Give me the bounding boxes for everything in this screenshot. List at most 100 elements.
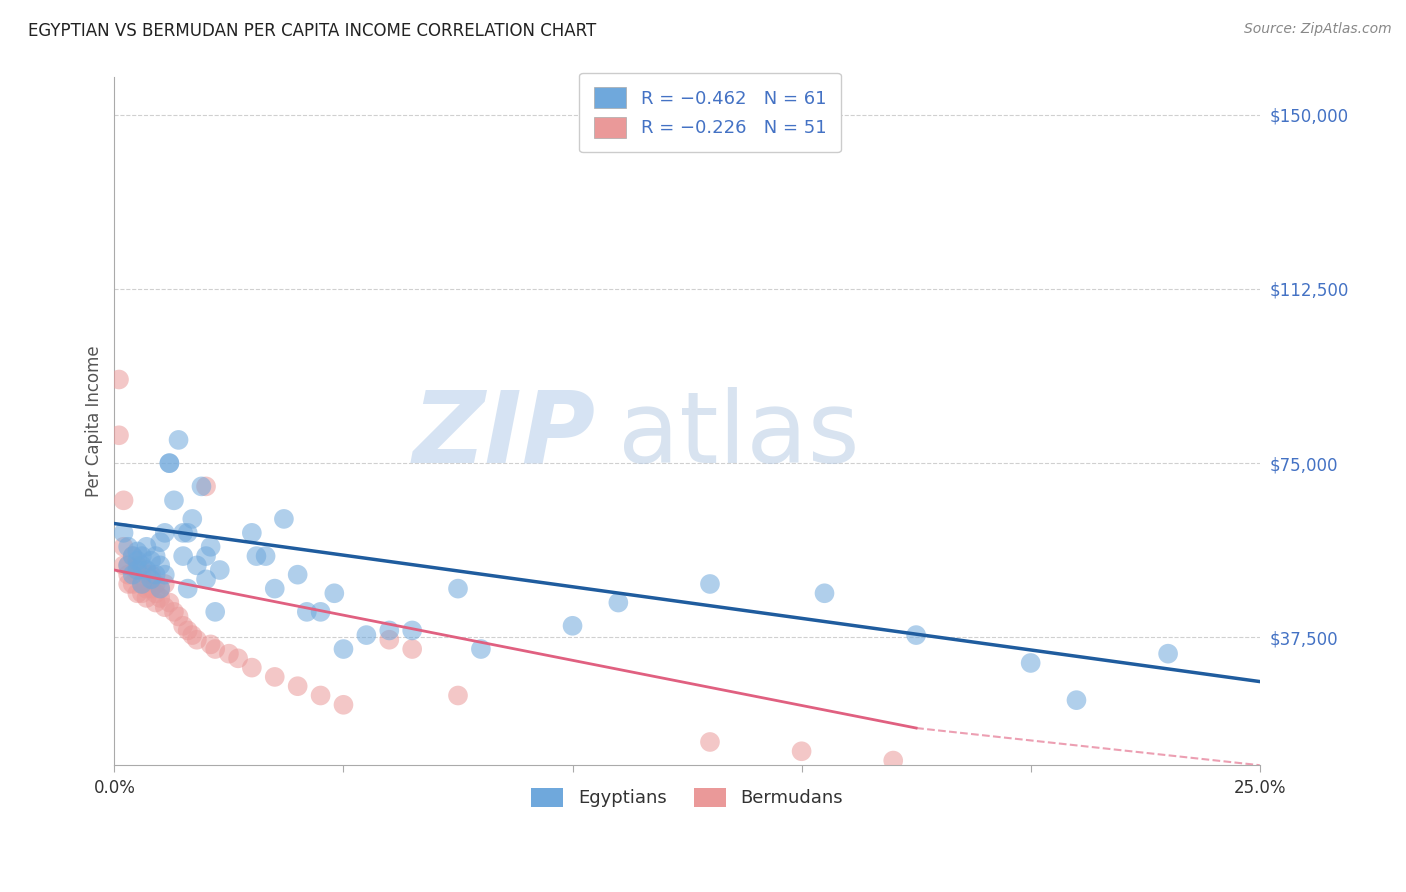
Point (1157, 647, 1180, 661)
Point (135, 582, 157, 596)
Point (195, 549, 218, 563)
Point (200, 540, 222, 554)
Point (882, 754, 904, 768)
Point (813, 586, 835, 600)
Point (108, 372, 131, 386)
Text: atlas: atlas (619, 386, 860, 483)
Point (163, 605, 186, 619)
Point (127, 554, 149, 568)
Point (470, 642, 492, 657)
Text: EGYPTIAN VS BERMUDAN PER CAPITA INCOME CORRELATION CHART: EGYPTIAN VS BERMUDAN PER CAPITA INCOME C… (28, 22, 596, 40)
Point (1066, 693, 1088, 707)
Point (447, 582, 470, 596)
Point (117, 567, 139, 582)
Point (157, 456, 180, 470)
Y-axis label: Per Capita Income: Per Capita Income (86, 345, 103, 497)
Point (127, 586, 149, 600)
Point (131, 558, 153, 573)
Point (699, 735, 721, 749)
Point (145, 549, 167, 563)
Point (112, 525, 135, 540)
Point (226, 651, 249, 665)
Point (356, 628, 378, 642)
Point (139, 582, 162, 596)
Point (607, 596, 630, 610)
Point (263, 670, 285, 684)
Point (121, 577, 143, 591)
Point (204, 605, 226, 619)
Point (108, 428, 131, 442)
Point (153, 567, 176, 582)
Point (447, 689, 470, 703)
Point (149, 582, 172, 596)
Point (181, 628, 204, 642)
Point (127, 558, 149, 573)
Point (117, 558, 139, 573)
Point (117, 540, 139, 554)
Point (181, 512, 204, 526)
Point (218, 647, 240, 661)
Point (135, 591, 157, 605)
Point (117, 558, 139, 573)
Point (172, 619, 194, 633)
Point (121, 549, 143, 563)
Point (401, 642, 423, 657)
Point (135, 540, 157, 554)
Point (287, 567, 309, 582)
Point (378, 624, 401, 638)
Point (131, 577, 153, 591)
Point (254, 549, 277, 563)
Text: Source: ZipAtlas.com: Source: ZipAtlas.com (1244, 22, 1392, 37)
Point (153, 577, 176, 591)
Point (190, 479, 212, 493)
Point (121, 567, 143, 582)
Point (139, 572, 162, 586)
Point (145, 567, 167, 582)
Point (208, 563, 231, 577)
Point (273, 512, 295, 526)
Point (332, 642, 354, 657)
Point (145, 596, 167, 610)
Point (177, 624, 200, 638)
Point (149, 558, 172, 573)
Point (287, 679, 309, 693)
Point (139, 554, 162, 568)
Text: ZIP: ZIP (412, 386, 596, 483)
Point (240, 525, 263, 540)
Point (204, 642, 226, 657)
Point (332, 698, 354, 712)
Point (112, 558, 135, 573)
Point (112, 540, 135, 554)
Point (121, 549, 143, 563)
Point (561, 619, 583, 633)
Point (157, 456, 180, 470)
Point (323, 586, 346, 600)
Point (699, 577, 721, 591)
Point (149, 582, 172, 596)
Point (131, 549, 153, 563)
Point (131, 586, 153, 600)
Point (200, 637, 222, 651)
Point (309, 689, 332, 703)
Point (177, 582, 200, 596)
Point (378, 632, 401, 647)
Point (153, 600, 176, 615)
Point (167, 433, 190, 447)
Point (149, 591, 172, 605)
Point (245, 549, 267, 563)
Point (157, 596, 180, 610)
Point (145, 586, 167, 600)
Point (790, 744, 813, 758)
Point (172, 525, 194, 540)
Point (295, 605, 318, 619)
Legend: Egyptians, Bermudans: Egyptians, Bermudans (523, 780, 851, 814)
Point (145, 577, 167, 591)
Point (186, 558, 208, 573)
Point (177, 525, 200, 540)
Point (112, 493, 135, 508)
Point (401, 624, 423, 638)
Point (135, 567, 157, 582)
Point (117, 577, 139, 591)
Point (127, 544, 149, 558)
Point (127, 567, 149, 582)
